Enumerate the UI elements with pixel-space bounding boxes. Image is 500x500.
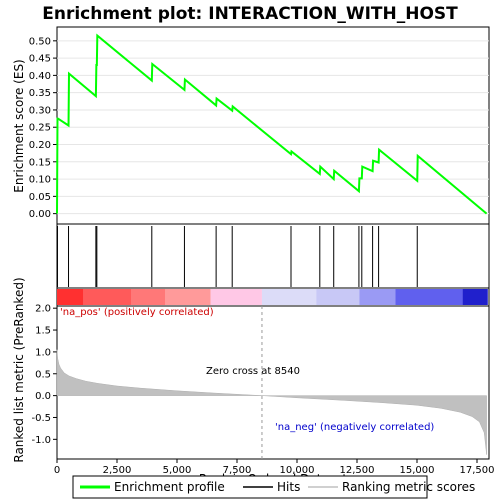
x-tick-label: 7,500 xyxy=(223,465,252,476)
color-band-segment xyxy=(83,289,132,305)
metric-y-tick-label: 1.5 xyxy=(35,326,51,337)
zero-cross-label: Zero cross at 8540 xyxy=(206,366,300,377)
color-band-segment xyxy=(462,289,488,305)
x-tick-label: 0 xyxy=(54,465,60,476)
hits-panel xyxy=(56,223,490,289)
hit-marks xyxy=(56,226,418,287)
x-tick-label: 15,000 xyxy=(400,465,435,476)
es-y-ticks: 0.00 0.05 0.10 0.15 0.20 0.25 0.30 0.35 0.40 0.45… xyxy=(29,36,57,220)
color-band-segment xyxy=(210,289,262,305)
es-y-tick-label: 0.25 xyxy=(29,123,51,134)
es-y-tick-label: 0.45 xyxy=(29,54,51,65)
es-y-tick-label: 0.20 xyxy=(29,140,51,151)
es-y-tick-label: 0.05 xyxy=(29,192,51,203)
metric-y-tick-label: 0.5 xyxy=(35,369,51,380)
legend-label-enrichment: Enrichment profile xyxy=(114,480,225,494)
color-band-segment xyxy=(131,289,165,305)
metric-y-tick-label: 0.0 xyxy=(35,391,51,402)
ranking-metric-series xyxy=(56,349,487,455)
metric-y-tick-label: 1.0 xyxy=(35,347,51,358)
legend: Enrichment profile Hits Ranking metric s… xyxy=(72,475,475,499)
metric-y-ticks: -1.0 -0.5 0.0 0.5 1.0 1.5 2.0 xyxy=(31,304,57,446)
es-y-tick-label: 0.15 xyxy=(29,157,51,168)
metric-y-axis-label: Ranked list metric (PreRanked) xyxy=(12,277,26,462)
color-band-segment xyxy=(261,289,317,305)
x-tick-label: 2,500 xyxy=(103,465,132,476)
metric-y-tick-label: -0.5 xyxy=(31,413,51,424)
neg-correlated-label: 'na_neg' (negatively correlated) xyxy=(275,422,434,433)
metric-y-tick-label: 2.0 xyxy=(35,304,51,315)
enrichment-profile-line xyxy=(56,33,488,215)
ranking-metric-area xyxy=(56,306,487,459)
es-y-tick-label: 0.35 xyxy=(29,88,51,99)
metric-y-tick-label: -1.0 xyxy=(31,435,51,446)
enrichment-profile-series xyxy=(56,33,488,215)
color-band-segment xyxy=(57,289,84,305)
correlation-color-band xyxy=(57,289,488,305)
pos-correlated-label: 'na_pos' (positively correlated) xyxy=(60,307,214,318)
legend-label-hits: Hits xyxy=(277,480,300,494)
es-y-tick-label: 0.30 xyxy=(29,105,51,116)
es-y-tick-label: 0.10 xyxy=(29,175,51,186)
es-y-tick-label: 0.40 xyxy=(29,71,51,82)
es-panel xyxy=(56,26,490,225)
es-y-axis-label: Enrichment score (ES) xyxy=(12,59,26,192)
chart-title: Enrichment plot: INTERACTION_WITH_HOST xyxy=(42,4,458,24)
color-band-segment xyxy=(359,289,396,305)
es-y-tick-label: 0.50 xyxy=(29,36,51,47)
legend-label-metric: Ranking metric scores xyxy=(342,480,475,494)
x-tick-label: 10,000 xyxy=(280,465,315,476)
metric-panel xyxy=(56,305,490,460)
x-tick-label: 5,000 xyxy=(163,465,192,476)
color-band-segment xyxy=(395,289,463,305)
x-ticks: 0 2,500 5,000 7,500 10,000 12,500 15,000 17,500 xyxy=(54,459,495,476)
x-tick-label: 12,500 xyxy=(340,465,375,476)
x-tick-label: 17,500 xyxy=(460,465,495,476)
es-y-tick-label: 0.00 xyxy=(29,209,51,220)
color-band-segment xyxy=(165,289,211,305)
color-band-segment xyxy=(316,289,360,305)
